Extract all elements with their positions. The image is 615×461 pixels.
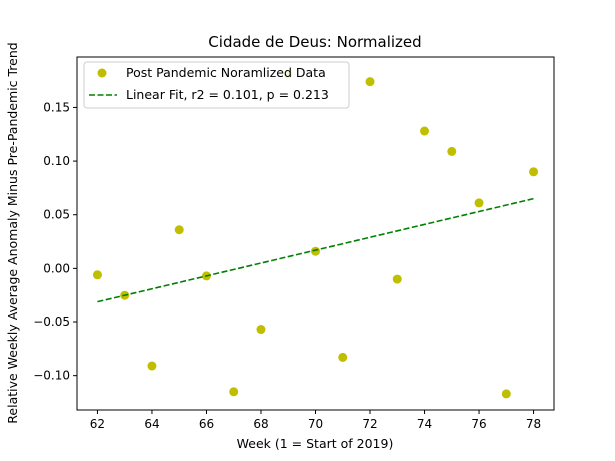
data-point (420, 126, 430, 136)
x-tick-label: 74 (417, 417, 432, 431)
data-point (365, 77, 375, 87)
data-point (147, 361, 157, 371)
data-point (174, 225, 184, 235)
x-axis-label: Week (1 = Start of 2019) (237, 436, 394, 451)
legend: Post Pandemic Noramlized Data Linear Fit,… (83, 61, 350, 109)
legend-box (83, 61, 350, 109)
legend-label: Linear Fit, r2 = 0.101, p = 0.213 (126, 87, 329, 102)
x-tick-label: 62 (90, 417, 105, 431)
data-point (311, 246, 320, 256)
x-tick-label: 68 (253, 417, 268, 431)
data-point (338, 352, 348, 362)
y-tick-label: −0.10 (33, 369, 70, 383)
data-point (447, 146, 457, 156)
y-axis-label: Relative Weekly Average Anomaly Minus Pr… (5, 42, 20, 423)
plot-area (76, 56, 555, 411)
data-point (474, 198, 484, 208)
data-point (229, 387, 239, 397)
x-tick-label: 64 (144, 417, 159, 431)
x-tick-label: 70 (308, 417, 323, 431)
fit-line (97, 197, 534, 303)
data-point (92, 270, 102, 280)
legend-marker (97, 68, 107, 78)
ticks: 62 64 66 68 70 72 74 76 78 −0.10 −0.05 0.00 0.05 0.10… (33, 100, 541, 431)
plot-frame (76, 56, 555, 411)
y-tick-label: 0.00 (43, 261, 70, 275)
x-tick-label: 78 (526, 417, 541, 431)
x-tick-label: 76 (471, 417, 486, 431)
y-tick-label: 0.10 (43, 154, 70, 168)
data-point (256, 325, 266, 335)
data-point (392, 274, 402, 284)
x-tick-label: 66 (199, 417, 214, 431)
legend-label: Post Pandemic Noramlized Data (126, 65, 326, 80)
x-tick-label: 72 (362, 417, 377, 431)
data-point (501, 389, 511, 399)
y-tick-label: 0.15 (43, 100, 70, 114)
y-tick-label: 0.05 (43, 208, 70, 222)
chart-title: Cidade de Deus: Normalized (208, 33, 421, 51)
data-point (529, 167, 539, 177)
y-tick-label: −0.05 (33, 315, 70, 329)
